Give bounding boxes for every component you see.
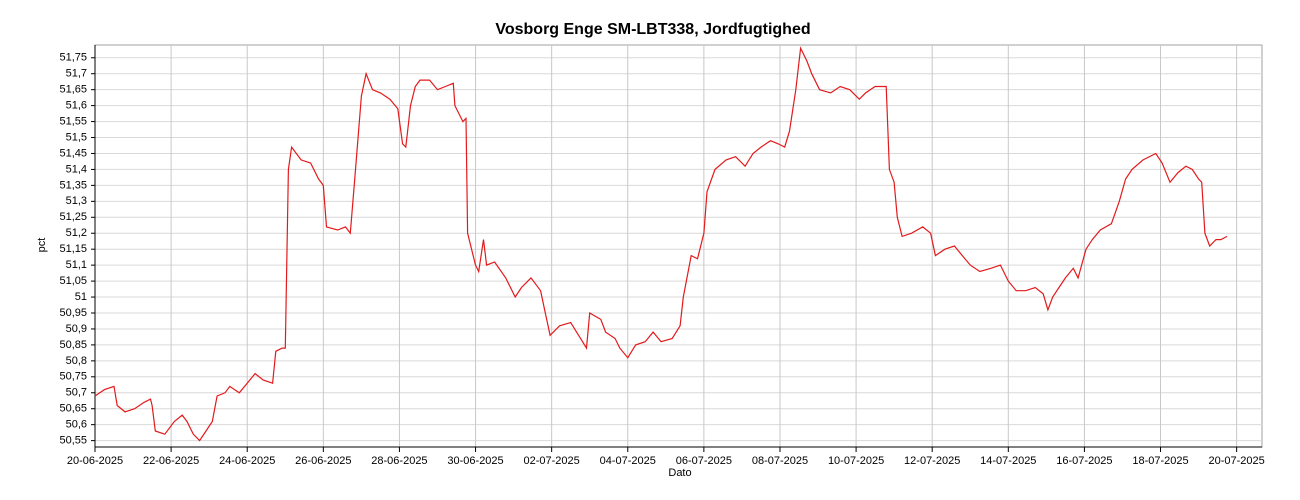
x-axis-label: Dato: [668, 467, 691, 479]
y-tick-label: 50,55: [59, 435, 87, 447]
y-tick-label: 51,2: [66, 227, 87, 239]
x-tick-label: 30-06-2025: [447, 455, 503, 467]
y-tick-label: 51,5: [66, 131, 87, 143]
x-tick-label: 12-07-2025: [904, 455, 960, 467]
y-tick-label: 50,8: [66, 355, 87, 367]
y-tick-label: 51,75: [59, 52, 87, 64]
y-tick-label: 50,75: [59, 371, 87, 383]
y-tick-label: 51,3: [66, 195, 87, 207]
y-tick-label: 51,35: [59, 179, 87, 191]
y-tick-label: 51,4: [66, 163, 87, 175]
y-tick-label: 50,85: [59, 339, 87, 351]
x-tick-label: 20-07-2025: [1208, 455, 1264, 467]
y-tick-label: 50,7: [66, 387, 87, 399]
y-tick-label: 51,25: [59, 211, 87, 223]
y-tick-label: 51,15: [59, 243, 87, 255]
x-tick-label: 26-06-2025: [295, 455, 351, 467]
x-tick-label: 16-07-2025: [1056, 455, 1112, 467]
y-tick-label: 51,45: [59, 147, 87, 159]
data-line: [94, 46, 1228, 442]
y-tick-label: 50,95: [59, 307, 87, 319]
plot-area: [94, 44, 1263, 448]
x-tick-label: 06-07-2025: [676, 455, 732, 467]
x-tick-label: 18-07-2025: [1132, 455, 1188, 467]
y-tick-label: 50,65: [59, 403, 87, 415]
y-axis-label: pct: [36, 238, 48, 253]
y-tick-label: 51,65: [59, 84, 87, 96]
x-tick-label: 08-07-2025: [752, 455, 808, 467]
x-tick-label: 04-07-2025: [600, 455, 656, 467]
x-tick-label: 28-06-2025: [371, 455, 427, 467]
x-tick-label: 02-07-2025: [524, 455, 580, 467]
y-tick-label: 50,6: [66, 419, 87, 431]
y-tick-label: 51,1: [66, 259, 87, 271]
x-tick-label: 22-06-2025: [143, 455, 199, 467]
y-tick-label: 51,55: [59, 115, 87, 127]
x-tick-label: 24-06-2025: [219, 455, 275, 467]
x-tick-label: 10-07-2025: [828, 455, 884, 467]
chart-title: Vosborg Enge SM-LBT338, Jordfugtighed: [495, 21, 810, 38]
y-tick-label: 51,7: [66, 68, 87, 80]
x-tick-label: 20-06-2025: [67, 455, 123, 467]
y-tick-label: 50,9: [66, 323, 87, 335]
y-tick-label: 51,05: [59, 275, 87, 287]
y-tick-label: 51: [75, 291, 87, 303]
y-tick-label: 51,6: [66, 100, 87, 112]
x-tick-label: 14-07-2025: [980, 455, 1036, 467]
